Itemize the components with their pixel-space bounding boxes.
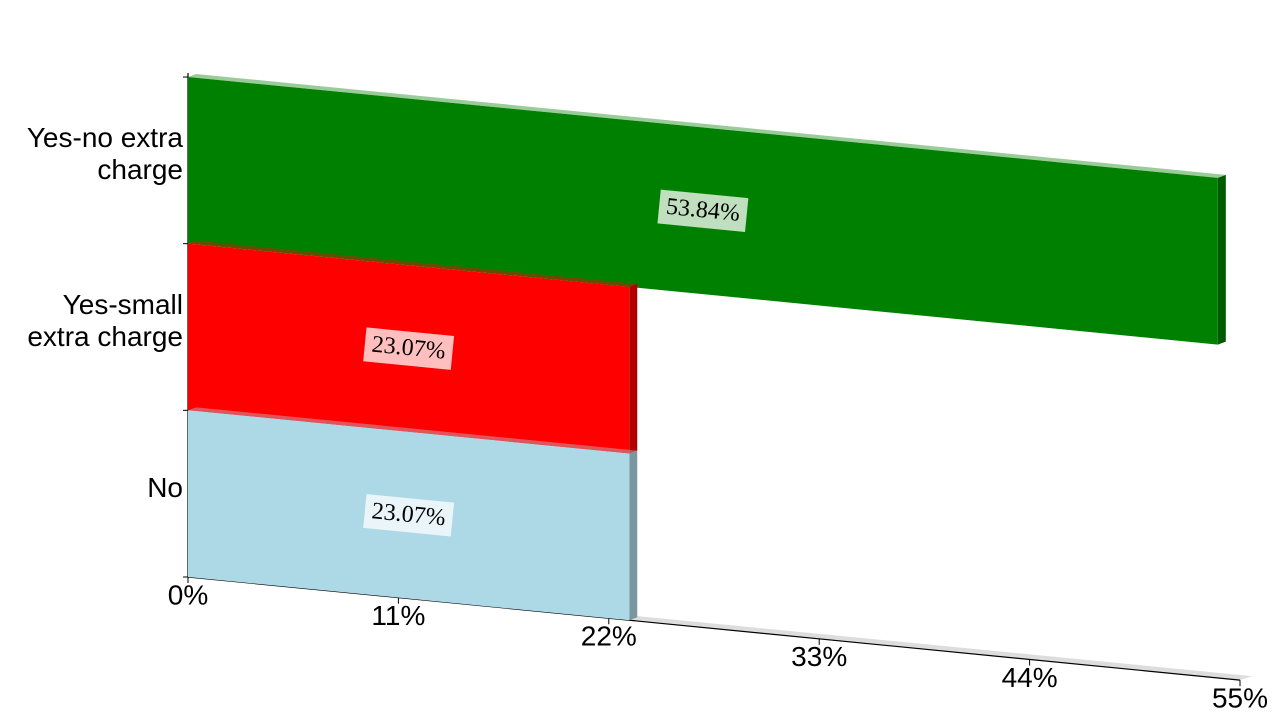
value-label: 53.84% <box>657 189 749 233</box>
bar-top <box>188 74 1226 178</box>
value-label-bg <box>363 327 455 370</box>
x-tick-label: 22% <box>581 621 637 652</box>
value-label-bg <box>657 189 749 233</box>
x-tick-label: 55% <box>1212 682 1268 713</box>
bar-side <box>1217 174 1226 345</box>
value-label: 23.07% <box>363 327 455 370</box>
value-label-bg <box>363 494 455 537</box>
category-label: Yes-small extra charge <box>27 289 183 352</box>
bar-top <box>188 240 638 287</box>
x-tick-label: 44% <box>1002 662 1058 693</box>
bar-side <box>629 450 638 621</box>
x-tick-label: 33% <box>791 641 847 672</box>
category-label: No <box>147 471 183 503</box>
x-tick-label: 0% <box>168 579 208 610</box>
x-tick-label: 11% <box>371 600 425 631</box>
category-label: Yes-no extra charge <box>26 122 183 186</box>
x-axis <box>187 576 1241 681</box>
bar-side <box>629 283 638 454</box>
bar-top <box>188 407 638 454</box>
value-label: 23.07% <box>363 494 455 537</box>
